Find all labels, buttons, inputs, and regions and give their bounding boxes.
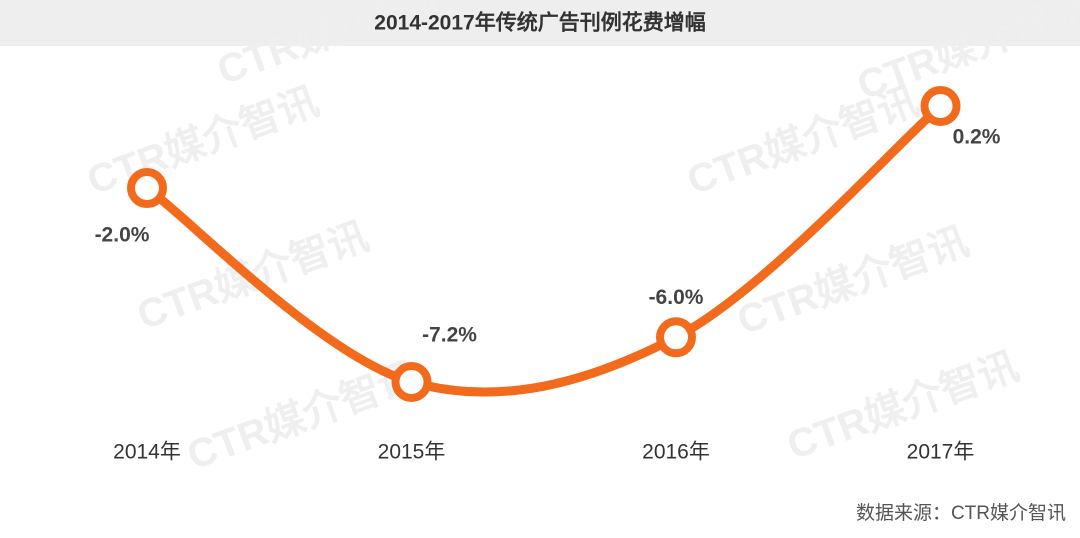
- x-tick-label: 2015年: [378, 441, 446, 464]
- source-note: 数据来源：CTR媒介智讯: [856, 502, 1066, 524]
- data-label: -2.0%: [95, 224, 150, 247]
- x-tick-label: 2014年: [113, 441, 181, 464]
- point: [656, 317, 696, 358]
- chart-title: 2014-2017年传统广告刊例花费增幅: [374, 11, 705, 35]
- data-label: 0.2%: [953, 126, 1001, 149]
- line: [142, 101, 945, 397]
- data-label: -6.0%: [649, 286, 704, 309]
- x-tick-label: 2017年: [907, 441, 975, 464]
- watermark: CTR媒介智讯: [782, 344, 1025, 468]
- point: [391, 362, 432, 402]
- title-bar: [0, 0, 1080, 46]
- data-label: -7.2%: [422, 324, 477, 347]
- watermarks: CTR媒介智讯CTR媒介智讯CTR媒介智讯CTR媒介智讯CTR媒介智讯CTR媒介…: [82, 0, 1080, 478]
- watermark: CTR媒介智讯: [732, 219, 975, 343]
- point: [920, 86, 961, 126]
- watermark: CTR媒介智讯: [82, 79, 325, 203]
- x-tick-label: 2016年: [642, 441, 710, 464]
- point: [127, 168, 167, 209]
